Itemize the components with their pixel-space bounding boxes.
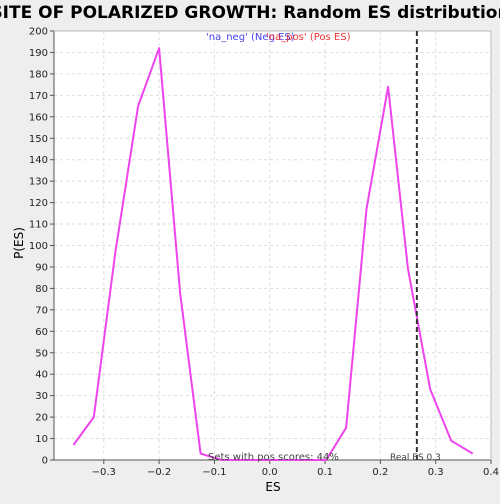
axes: 0 10 20 30 40 50 60 70 80 90 100 110 120 130 140 150 160… <box>29 27 499 479</box>
y-tick-label: 150 <box>29 134 48 145</box>
y-tick-label: 80 <box>35 284 48 295</box>
x-axis-label: ES <box>265 480 280 494</box>
y-tick-label: 100 <box>29 241 48 252</box>
pos-scores-annotation: Sets with pos scores: 44% <box>208 452 339 463</box>
y-tick-label: 200 <box>29 27 48 38</box>
y-tick-label: 70 <box>35 305 48 316</box>
y-tick-label: 0 <box>42 456 48 467</box>
x-tick-label: −0.3 <box>92 467 116 478</box>
y-tick-label: 190 <box>29 48 48 59</box>
y-axis-label: P(ES) <box>12 227 26 259</box>
y-tick-label: 110 <box>29 220 48 231</box>
grid <box>54 30 492 460</box>
y-tick-label: 170 <box>29 91 48 102</box>
y-tick-label: 90 <box>35 262 48 273</box>
y-tick-label: 140 <box>29 155 48 166</box>
legend-entry-pos: 'na_pos' (Pos ES) <box>266 32 351 43</box>
y-tick-label: 10 <box>35 434 48 445</box>
x-tick-label: −0.1 <box>202 467 226 478</box>
series-layer <box>72 47 474 461</box>
y-tick-label: 30 <box>35 391 48 402</box>
es-distribution-line <box>72 47 474 461</box>
y-tick-label: 120 <box>29 198 48 209</box>
y-tick-label: 20 <box>35 413 48 424</box>
x-tick-label: 0.1 <box>317 467 333 478</box>
x-tick-label: 0.4 <box>483 467 499 478</box>
x-tick-label: 0.3 <box>428 467 444 478</box>
x-tick-label: −0.2 <box>147 467 171 478</box>
x-tick-label: 0.2 <box>372 467 388 478</box>
x-tick-label: 0.0 <box>262 467 278 478</box>
legend-entry-neg: 'na_neg' (Neg ES) <box>206 32 295 43</box>
y-tick-label: 40 <box>35 370 48 381</box>
y-tick-label: 130 <box>29 177 48 188</box>
y-tick-label: 60 <box>35 327 48 338</box>
y-tick-label: 50 <box>35 348 48 359</box>
chart-title: SITE OF POLARIZED GROWTH: Random ES dist… <box>0 3 500 23</box>
reference-line-label: Real ES 0.3 <box>390 453 441 463</box>
y-tick-label: 160 <box>29 112 48 123</box>
y-tick-label: 180 <box>29 69 48 80</box>
